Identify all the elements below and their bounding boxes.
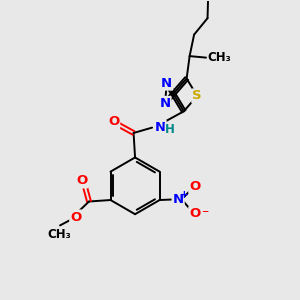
Text: CH₃: CH₃ bbox=[208, 51, 232, 64]
Text: N: N bbox=[172, 193, 184, 206]
Text: ⁻: ⁻ bbox=[201, 207, 208, 221]
Text: CH₃: CH₃ bbox=[47, 228, 71, 242]
Text: +: + bbox=[180, 190, 189, 200]
Text: H: H bbox=[165, 124, 175, 136]
Text: O: O bbox=[70, 211, 82, 224]
Text: O: O bbox=[108, 115, 119, 128]
Text: N: N bbox=[160, 97, 171, 110]
Text: N: N bbox=[154, 121, 166, 134]
Text: O: O bbox=[189, 207, 200, 220]
Text: O: O bbox=[189, 180, 200, 193]
Text: S: S bbox=[192, 89, 202, 103]
Text: N: N bbox=[161, 76, 172, 90]
Text: O: O bbox=[76, 174, 87, 188]
